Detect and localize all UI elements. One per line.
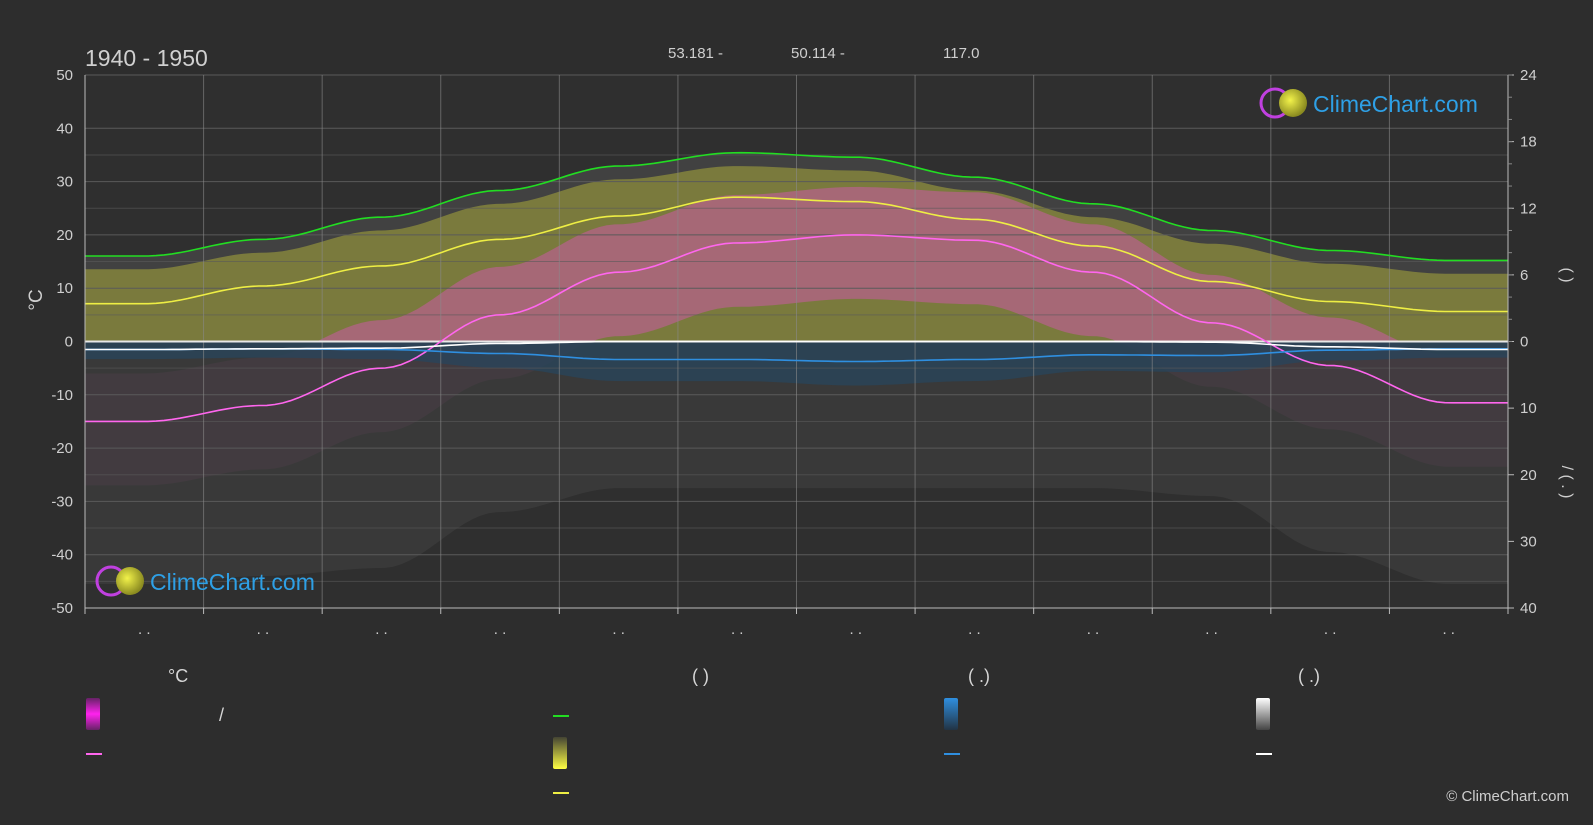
x-tick-label: . . [612, 621, 625, 638]
x-tick-label: . . [375, 621, 388, 638]
y-right-top-tick-label: 18 [1520, 134, 1537, 151]
latitude-label: 53.181 - [668, 45, 723, 62]
y-left-tick-label: 30 [56, 174, 73, 191]
x-tick-label: . . [257, 621, 270, 638]
x-tick-label: . . [1442, 621, 1455, 638]
snow-line [85, 340, 1508, 351]
x-tick-label: . . [494, 621, 507, 638]
sunshine-line [85, 196, 1508, 313]
y-right-top-tick-label: 24 [1520, 67, 1537, 84]
y-right-bottom-tick-label: 40 [1520, 600, 1537, 617]
longitude-label: 50.114 - [791, 45, 845, 62]
x-tick-label: . . [731, 621, 744, 638]
y-left-tick-label: -30 [51, 493, 73, 510]
y-left-tick-label: 20 [56, 227, 73, 244]
x-tick-label: . . [850, 621, 863, 638]
x-tick-label: . . [1324, 621, 1337, 638]
x-tick-label: . . [1205, 621, 1218, 638]
y-right-bottom-label: / ( . ) [1558, 466, 1575, 499]
logo-text-top: ClimeChart.com [1313, 91, 1478, 117]
y-left-tick-label: -10 [51, 387, 73, 404]
y-right-bottom-tick-label: 10 [1520, 400, 1537, 417]
chart-grid [84, 74, 1509, 609]
logo-bottom: ClimeChart.com [95, 565, 315, 597]
chart-axes: 50 40 30 20 10 0 -10 -20 -30 -40 -50 24 18 12 6 0 10 20 30… [51, 67, 1536, 638]
y-left-label: °C [26, 289, 47, 310]
x-tick-label: . . [968, 621, 981, 638]
y-left-tick-label: -50 [51, 600, 73, 617]
y-right-bottom-tick-label: 20 [1520, 467, 1537, 484]
y-left-tick-label: 40 [56, 120, 73, 137]
logo-top: ClimeChart.com [1259, 87, 1478, 119]
y-left-tick-label: 0 [65, 334, 73, 351]
logo-text-bottom: ClimeChart.com [150, 569, 315, 595]
y-left-tick-label: -40 [51, 547, 73, 564]
y-left-tick-label: -20 [51, 440, 73, 457]
elevation-label: 117.0 [943, 45, 979, 62]
logo-sun-icon [116, 567, 144, 595]
y-right-top-tick-label: 6 [1520, 267, 1528, 284]
y-left-tick-label: 50 [56, 67, 73, 84]
logo-sun-icon [1279, 89, 1307, 117]
y-left-tick-label: 10 [56, 280, 73, 297]
y-right-top-label: ( ) [1558, 267, 1575, 282]
period-title: 1940 - 1950 [85, 45, 208, 71]
y-right-bottom-tick-label: 30 [1520, 533, 1537, 550]
x-tick-label: . . [138, 621, 151, 638]
series-lines [85, 151, 1508, 423]
daylight-line [85, 151, 1508, 262]
y-right-top-tick-label: 12 [1520, 200, 1537, 217]
x-tick-label: . . [1087, 621, 1100, 638]
y-right-top-tick-label: 0 [1520, 334, 1528, 351]
